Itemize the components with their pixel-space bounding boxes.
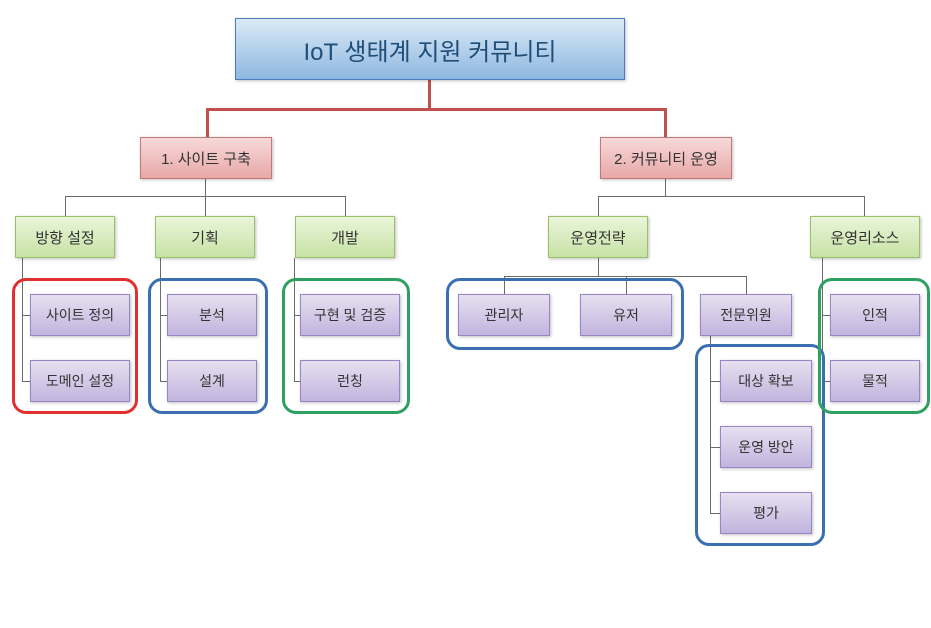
leaf-node-1-label: 도메인 설정 xyxy=(46,371,114,391)
leaf-node-8: 전문위원 xyxy=(700,294,792,336)
connector-2 xyxy=(206,108,209,138)
category-node-0: 방향 설정 xyxy=(15,216,115,258)
leaf-node-3: 설계 xyxy=(167,360,257,402)
leaf-node-11: 평가 xyxy=(720,492,812,534)
leaf-node-2: 분석 xyxy=(167,294,257,336)
connector-1 xyxy=(206,108,666,111)
connector-11 xyxy=(598,196,599,216)
leaf-node-7-label: 유저 xyxy=(613,305,639,325)
leaf-node-3-label: 설계 xyxy=(199,371,225,391)
leaf-node-2-label: 분석 xyxy=(199,305,225,325)
category-node-2-label: 개발 xyxy=(331,227,359,248)
category-node-2: 개발 xyxy=(295,216,395,258)
leaf-node-1: 도메인 설정 xyxy=(30,360,130,402)
leaf-node-4-label: 구현 및 검증 xyxy=(314,305,386,325)
leaf-node-9-label: 대상 확보 xyxy=(738,371,793,391)
branch-node-0-label: 1. 사이트 구축 xyxy=(161,148,251,169)
connector-26 xyxy=(746,276,747,294)
leaf-node-4: 구현 및 검증 xyxy=(300,294,400,336)
leaf-node-6: 관리자 xyxy=(458,294,550,336)
connector-0 xyxy=(428,80,431,110)
connector-10 xyxy=(598,196,865,197)
leaf-node-13-label: 물적 xyxy=(862,371,888,391)
leaf-node-5: 런칭 xyxy=(300,360,400,402)
connector-7 xyxy=(205,196,206,216)
category-node-0-label: 방향 설정 xyxy=(35,227,94,248)
leaf-node-9: 대상 확보 xyxy=(720,360,812,402)
category-node-1-label: 기획 xyxy=(191,227,219,248)
leaf-node-6-label: 관리자 xyxy=(485,305,524,325)
branch-node-0: 1. 사이트 구축 xyxy=(140,137,272,179)
leaf-node-8-label: 전문위원 xyxy=(720,305,772,325)
leaf-node-11-label: 평가 xyxy=(753,503,779,523)
category-node-4: 운영리소스 xyxy=(810,216,920,258)
root-node: IoT 생태계 지원 커뮤니티 xyxy=(235,18,625,80)
branch-node-1: 2. 커뮤니티 운영 xyxy=(600,137,732,179)
leaf-node-0-label: 사이트 정의 xyxy=(46,305,114,325)
root-node-label: IoT 생태계 지원 커뮤니티 xyxy=(304,32,557,67)
category-node-4-label: 운영리소스 xyxy=(830,227,899,248)
leaf-node-10-label: 운영 방안 xyxy=(738,437,793,457)
connector-8 xyxy=(345,196,346,216)
connector-4 xyxy=(205,179,206,197)
category-node-3: 운영전략 xyxy=(548,216,648,258)
connector-12 xyxy=(864,196,865,216)
leaf-node-10: 운영 방안 xyxy=(720,426,812,468)
connector-6 xyxy=(65,196,66,216)
leaf-node-13: 물적 xyxy=(830,360,920,402)
category-node-1: 기획 xyxy=(155,216,255,258)
connector-3 xyxy=(664,108,667,138)
leaf-node-0: 사이트 정의 xyxy=(30,294,130,336)
leaf-node-12: 인적 xyxy=(830,294,920,336)
branch-node-1-label: 2. 커뮤니티 운영 xyxy=(614,148,718,169)
leaf-node-7: 유저 xyxy=(580,294,672,336)
category-node-3-label: 운영전략 xyxy=(570,227,625,248)
leaf-node-5-label: 런칭 xyxy=(337,371,363,391)
connector-9 xyxy=(665,179,666,197)
connector-22 xyxy=(598,258,599,276)
leaf-node-12-label: 인적 xyxy=(862,305,888,325)
